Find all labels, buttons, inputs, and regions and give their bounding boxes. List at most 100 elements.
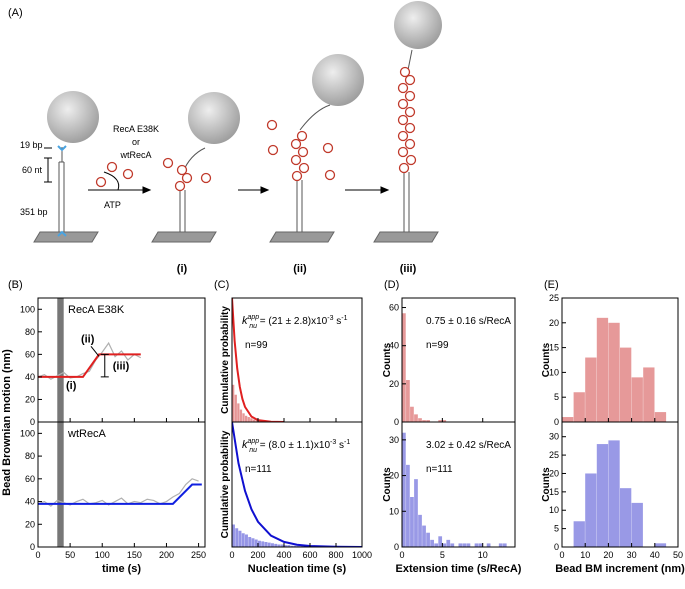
condition-label: RecA E38K (68, 304, 125, 316)
histogram-bar (402, 432, 406, 547)
y-axis-label: Cumulative probability (220, 430, 231, 538)
rate-value: = (21 ± 2.8)x10 (257, 316, 328, 327)
rate-superscript: app (248, 438, 260, 445)
y-axis-label: Cumulative probability (220, 306, 231, 414)
y-tick-label: 10 (549, 367, 559, 377)
y-tick-label: 20 (25, 394, 35, 404)
histogram-bar (232, 524, 235, 547)
y-tick-label: 40 (25, 497, 35, 507)
stage-annotation: (ii) (81, 333, 95, 345)
histogram-bar (248, 537, 252, 547)
x-tick-label: 5 (440, 550, 445, 560)
y-tick-label: 15 (549, 343, 559, 353)
panel-label: (B) (8, 279, 23, 291)
dna-label: 351 bp (20, 207, 48, 217)
rate-symbol: k (242, 315, 248, 327)
histogram-bar (258, 540, 261, 547)
histogram-bar (297, 545, 300, 547)
plot-area (562, 317, 667, 422)
histogram-bar (438, 420, 443, 422)
panel-label: (C) (214, 279, 229, 291)
rate-unit-exponent: -1 (344, 439, 350, 446)
y-axis-label: Bead Brownian motion (nm) (1, 349, 13, 496)
histogram-bar (422, 525, 426, 547)
x-tick-label: 20 (603, 550, 613, 560)
histogram-bar (410, 406, 414, 422)
histogram-bar (287, 545, 291, 547)
rate-symbol: k (242, 439, 248, 451)
y-tick-label: 100 (20, 304, 35, 314)
histogram-bar (245, 415, 248, 422)
y-axis-label: Counts (382, 467, 393, 502)
axes-frame (561, 421, 679, 548)
histogram-bar (290, 545, 294, 547)
construct-iii (373, 1, 442, 243)
histogram-bar (643, 367, 655, 422)
rate-exponent: -3 (327, 315, 333, 322)
y-tick-label: 10 (389, 506, 399, 516)
rate-unit-exponent: -1 (341, 315, 347, 322)
x-tick-label: 0 (35, 550, 40, 560)
histogram-bar (242, 413, 245, 422)
histogram-bar (446, 539, 451, 547)
rate-unit: s (333, 316, 341, 327)
histogram-bar (438, 536, 443, 547)
histogram-bar (585, 473, 597, 547)
bracket (100, 353, 109, 378)
x-tick-label: 150 (127, 550, 142, 560)
x-tick-label: 0 (559, 550, 564, 560)
histogram-bar (562, 417, 574, 422)
y-tick-label: 80 (25, 327, 35, 337)
histogram-bar (250, 418, 253, 422)
rate-label: kapp nu = (21 ± 2.8)x10-3 s-1 (242, 314, 348, 330)
stage-label: (i) (177, 263, 188, 275)
x-tick-label: 50 (65, 550, 75, 560)
histogram-bar (261, 541, 265, 547)
dna-label: 19 bp (20, 140, 43, 150)
x-tick-label: 40 (650, 550, 660, 560)
histogram-bar (239, 409, 243, 422)
histogram-bar (654, 412, 667, 422)
x-axis-label: time (s) (102, 563, 141, 575)
y-tick-label: 5 (554, 392, 559, 402)
panel-a: (A) 19 bp 60 nt 351 bp RecA E38K or wtRe… (8, 1, 442, 275)
histogram-bar (620, 488, 632, 547)
rate-unit: s (336, 440, 344, 451)
histogram-bar (232, 384, 235, 422)
highlight-band (57, 422, 64, 547)
dna-label: 60 nt (22, 165, 43, 175)
panel-label: (A) (8, 7, 23, 19)
y-tick-label: 80 (25, 451, 35, 461)
x-tick-label: 0 (399, 550, 404, 560)
plot-area (38, 298, 142, 422)
y-tick-label: 20 (25, 519, 35, 529)
x-axis-label: Nucleation time (s) (248, 563, 347, 575)
x-tick-label: 100 (95, 550, 110, 560)
stage-annotation: (i) (66, 380, 77, 392)
histogram-bar (631, 377, 643, 422)
histogram-bar (264, 542, 268, 547)
stage-label: (iii) (400, 263, 417, 275)
y-tick-label: 0 (394, 417, 399, 427)
count-label: n=111 (426, 464, 453, 475)
histogram-bar (426, 532, 430, 547)
histogram-bar (620, 347, 632, 422)
y-tick-label: 0 (30, 542, 35, 552)
panel-label: (D) (384, 279, 399, 291)
histogram-bar (271, 543, 274, 547)
x-tick-label: 0 (229, 550, 234, 560)
rate-superscript: app (248, 314, 260, 321)
x-axis-label: Extension time (s/RecA) (396, 563, 522, 575)
histogram-bar (442, 543, 447, 547)
count-label: n=99 (245, 340, 268, 351)
construct-initial (33, 91, 99, 243)
x-tick-label: 50 (673, 550, 683, 560)
cofactor-label: ATP (104, 200, 121, 210)
y-tick-label: 30 (389, 435, 399, 445)
y-tick-label: 40 (25, 372, 35, 382)
rate-label: kapp nu = (8.0 ± 1.1)x10-3 s-1 (242, 438, 350, 454)
histogram-bar (608, 440, 620, 547)
histogram-bar (406, 464, 410, 547)
arrows (88, 171, 390, 194)
histogram-bar (450, 543, 455, 547)
